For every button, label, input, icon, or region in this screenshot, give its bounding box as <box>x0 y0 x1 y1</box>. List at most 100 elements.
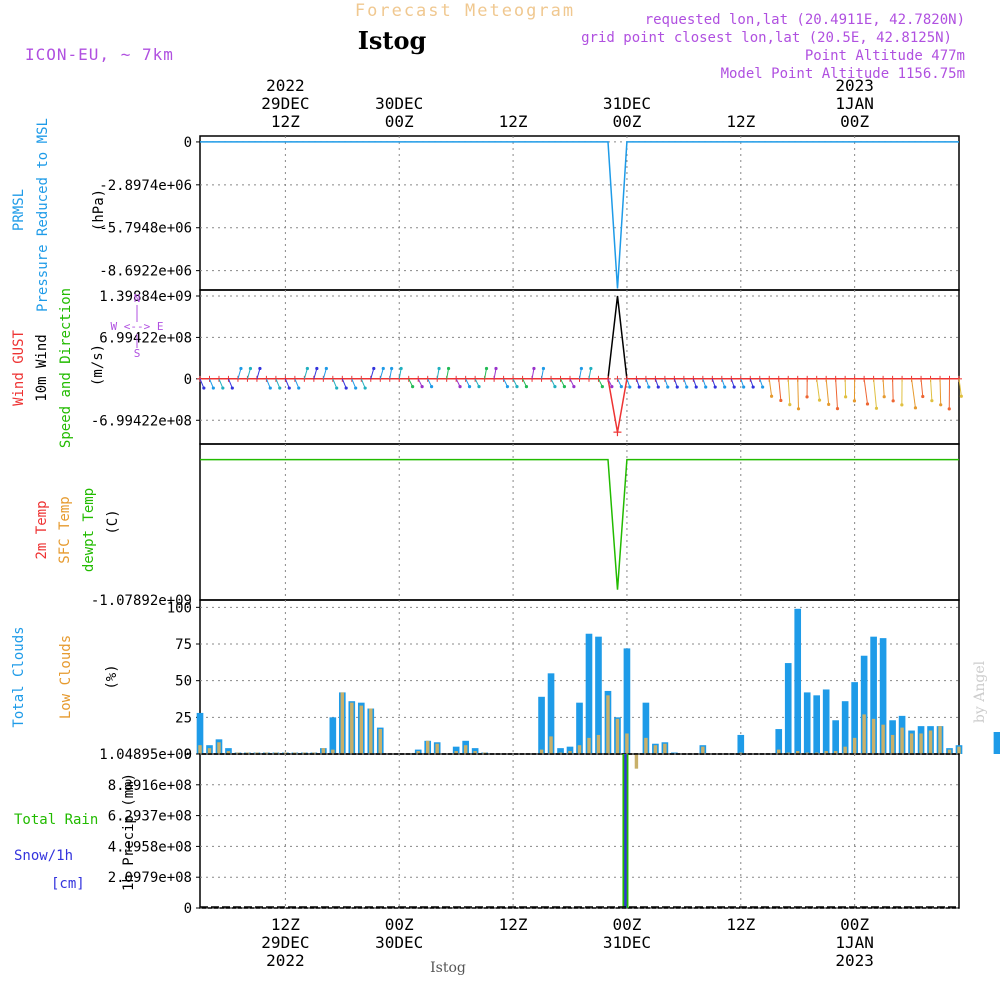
clouds-ytick-label-1: 25 <box>175 710 192 726</box>
wind-arrow-head <box>788 403 792 407</box>
wind-arrow <box>209 378 214 389</box>
dewpt-line <box>200 458 959 590</box>
wind-arrow <box>379 368 384 379</box>
low-cloud-bar <box>871 718 876 754</box>
prmsl-long-label: Pressure Reduced to MSL <box>35 118 51 312</box>
low-cloud-bar <box>833 751 838 754</box>
temp-unit: (C) <box>105 509 121 534</box>
wind-arrow-head <box>541 366 546 371</box>
wind-arrow <box>939 378 942 405</box>
snow-label: Snow/1h <box>14 848 73 864</box>
total-cloud-bar <box>737 734 745 754</box>
wind-arrow-head <box>467 385 472 389</box>
low-cloud-bar <box>796 751 800 754</box>
wind-arrow-head <box>505 385 510 389</box>
wind-arrow <box>398 368 402 379</box>
wind-arrow-head <box>202 386 206 390</box>
forecast-title: Forecast Meteogram <box>355 1 575 21</box>
wind-arrow-head <box>381 366 385 371</box>
wind-arrow-head <box>742 385 746 389</box>
wind-label: 10m Wind <box>34 334 50 401</box>
dewpt-label: dewpt Temp <box>81 488 97 572</box>
low-cloud-bar <box>321 748 326 754</box>
temperature-panel: -1.07892e+09 <box>91 443 960 609</box>
wind-arrow-head <box>268 386 272 390</box>
low-cloud-bar <box>777 749 781 754</box>
wind-arrow-head <box>694 385 698 389</box>
time-top-label-5-0: 2023 <box>835 76 874 95</box>
wind-arrow-head <box>723 385 727 389</box>
wind-arrow-head <box>248 366 253 371</box>
low-cloud-bar <box>454 751 458 754</box>
wind-arrow-head <box>619 385 623 389</box>
wind-arrow-head <box>335 386 339 390</box>
wind-arrow-head <box>532 366 536 371</box>
low-cloud-bar <box>378 729 382 754</box>
wind-arrow <box>825 378 830 405</box>
precip-ytick-label-3: 6.2937e+08 <box>108 809 192 825</box>
wind-ytick-label-1: 6.99422e+08 <box>99 330 192 346</box>
low-cloud-bar <box>653 745 658 754</box>
precip-ytick-label-5: 1.04895e+09 <box>99 747 192 763</box>
low-cloud-bar <box>463 745 468 754</box>
time-top-label-0-1: 29DEC <box>261 94 309 113</box>
total-cloud-bar <box>557 748 564 754</box>
total-cloud-bar <box>784 663 792 754</box>
total-cloud-bar <box>623 648 631 754</box>
wind-arrow-head <box>600 385 604 389</box>
pressure-ytick-label-1: -2.8974e+06 <box>99 178 192 194</box>
wind-arrow <box>370 368 375 379</box>
model-altitude: Model Point Altitude 1156.75m <box>721 66 965 82</box>
low-cloud-bar <box>919 733 923 754</box>
wind-arrow-head <box>221 386 225 390</box>
requested-coords: requested lon,lat (20.4911E, 42.7820N) <box>645 12 965 28</box>
time-bottom-label-1-1: 30DEC <box>375 933 423 952</box>
low-cloud-bar <box>852 737 857 754</box>
wind-arrow <box>199 378 205 389</box>
wind-arrow <box>446 368 450 379</box>
wind-arrow <box>284 378 290 389</box>
low-cloud-bar <box>369 708 373 754</box>
wind-arrow-head <box>852 399 857 403</box>
wind-arrow <box>930 378 933 401</box>
time-top-label-0-0: 2022 <box>266 76 305 95</box>
total-cloud-bar <box>452 746 460 754</box>
wind-arrow <box>303 368 308 379</box>
wind-arrow-head <box>484 366 489 371</box>
pressure-panel: 0 -2.8974e+06 -5.7948e+06 -8.6922e+06 <box>99 135 960 291</box>
wind-arrow <box>588 368 592 379</box>
wind-arrow-head <box>390 366 394 371</box>
wind-arrow-head <box>411 385 415 389</box>
low-cloud-bar <box>615 718 620 754</box>
wind-arrow-head <box>589 366 593 371</box>
precip-ytick-label-4: 8.3916e+08 <box>108 778 192 794</box>
wind-arrow-head <box>278 386 282 390</box>
wind-arrow-head <box>891 399 895 403</box>
model-label: ICON-EU, ~ 7km <box>25 45 174 64</box>
low-cloud-bar <box>824 751 828 754</box>
total-cloud-bar <box>794 608 802 754</box>
time-top-label-1-1: 00Z <box>385 112 414 131</box>
precip-frame <box>199 753 960 909</box>
wind-arrow-head <box>796 407 801 411</box>
wind-arrow <box>256 368 261 379</box>
time-bottom-label-2-0: 12Z <box>499 915 528 934</box>
snow-bar-0 <box>624 754 627 908</box>
wind-arrow-head <box>315 366 319 371</box>
time-bottom-label-1-0: 00Z <box>385 915 414 934</box>
wind-arrow <box>341 378 347 389</box>
wind-arrow-head <box>704 385 708 389</box>
low-cloud-bar <box>606 695 610 754</box>
total-cloud-bar <box>585 633 593 754</box>
wind-arrow-head <box>713 385 717 389</box>
time-top-label-5-1: 1JAN <box>835 94 874 113</box>
time-bottom-label-5-1: 1JAN <box>835 933 874 952</box>
total-cloud-bar <box>775 729 783 754</box>
pressure-ytick-label-3: -8.6922e+06 <box>99 264 192 280</box>
point-altitude: Point Altitude 477m <box>805 48 965 64</box>
wind-frame <box>199 289 960 445</box>
wind-arrow <box>873 378 877 409</box>
low-cloud-bar <box>577 745 582 754</box>
